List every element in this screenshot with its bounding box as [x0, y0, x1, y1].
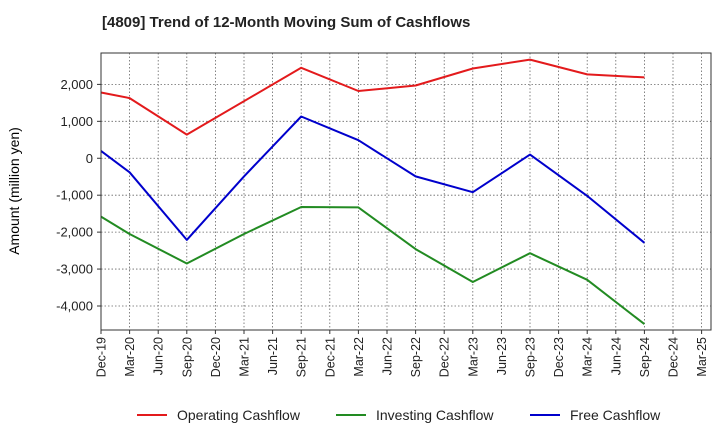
x-tick-label: Sep-23 — [524, 337, 538, 377]
legend-swatch-free — [530, 414, 560, 416]
x-tick-label: Sep-21 — [295, 337, 309, 377]
series-layer — [100, 58, 646, 325]
legend-label-investing: Investing Cashflow — [376, 407, 494, 423]
y-tick-label: 1,000 — [60, 114, 93, 129]
x-tick-label: Sep-24 — [638, 337, 652, 377]
x-tick-label: Dec-20 — [209, 337, 223, 377]
x-tick-label: Mar-23 — [466, 337, 480, 377]
legend-label-operating: Operating Cashflow — [177, 407, 300, 423]
legend-swatch-operating — [137, 414, 167, 416]
legend-label-free: Free Cashflow — [570, 407, 661, 423]
x-tick-label: Mar-25 — [695, 337, 709, 377]
x-tick-label: Dec-23 — [552, 337, 566, 377]
operating-cashflow-line — [100, 58, 645, 136]
x-tick-label: Mar-22 — [352, 337, 366, 377]
x-tick-label: Mar-24 — [581, 337, 595, 377]
x-tick-label: Dec-19 — [95, 337, 109, 377]
plot-frame — [100, 52, 712, 331]
x-tick-label: Mar-21 — [238, 337, 252, 377]
y-tick-label: -2,000 — [56, 225, 93, 240]
legend: Operating Cashflow Investing Cashflow Fr… — [0, 405, 720, 427]
x-tick-label: Jun-21 — [266, 337, 280, 375]
legend-swatch-investing — [336, 414, 366, 416]
legend-item-free: Free Cashflow — [530, 405, 660, 425]
x-tick-label: Sep-20 — [180, 337, 194, 377]
x-tick-labels: Dec-19 Mar-20 Jun-20 Sep-20 Dec-20 Mar-21 Jun-… — [95, 330, 709, 377]
investing-cashflow-line — [100, 206, 646, 325]
x-tick-label: Jun-22 — [381, 337, 395, 375]
x-tick-label: Sep-22 — [409, 337, 423, 377]
x-tick-label: Jun-23 — [495, 337, 509, 375]
x-tick-label: Mar-20 — [123, 337, 137, 377]
y-tick-label: -4,000 — [56, 298, 93, 313]
legend-item-operating: Operating Cashflow — [137, 405, 300, 425]
y-tick-label: -1,000 — [56, 188, 93, 203]
legend-item-investing: Investing Cashflow — [336, 405, 494, 425]
y-tick-label: -3,000 — [56, 262, 93, 277]
x-tick-label: Dec-21 — [323, 337, 337, 377]
y-tick-labels: -4,000 -3,000 -2,000 -1,000 0 1,000 2,000 — [56, 77, 101, 313]
y-axis-label: Amount (million yen) — [6, 127, 22, 255]
free-cashflow-line — [100, 115, 646, 244]
x-tick-label: Jun-20 — [152, 337, 166, 375]
y-tick-label: 0 — [86, 151, 93, 166]
x-tick-label: Jun-24 — [609, 337, 623, 375]
x-tick-label: Dec-22 — [438, 337, 452, 377]
y-tick-label: 2,000 — [60, 77, 93, 92]
grid-layer — [101, 53, 711, 330]
x-tick-label: Dec-24 — [667, 337, 681, 377]
chart-title: [4809] Trend of 12-Month Moving Sum of C… — [102, 14, 471, 31]
